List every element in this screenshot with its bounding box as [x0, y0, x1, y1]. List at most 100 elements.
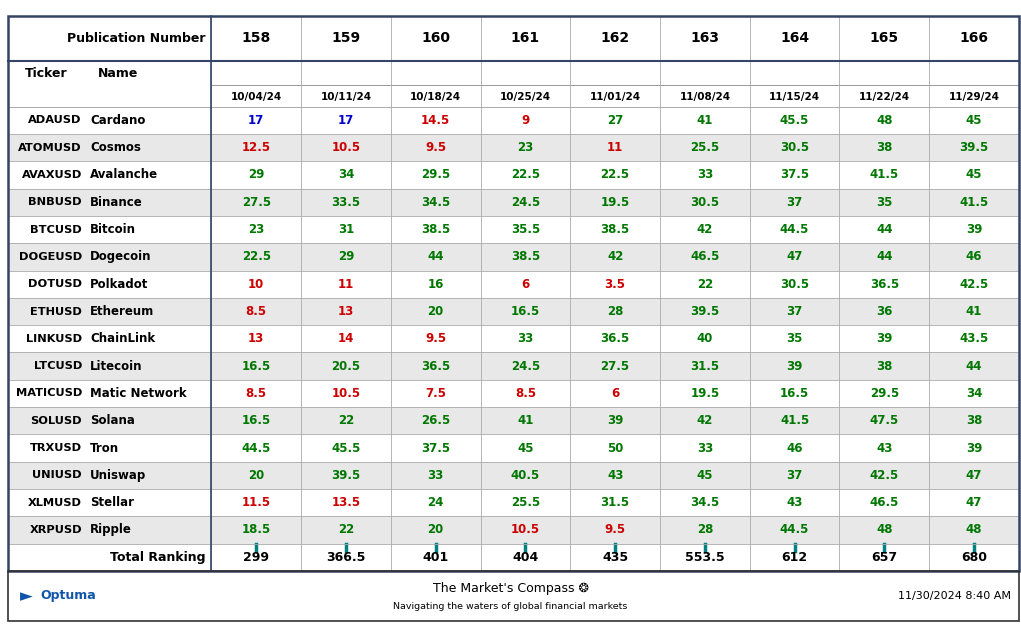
- Bar: [8, 516, 1019, 544]
- Text: LINKUSD: LINKUSD: [26, 334, 82, 344]
- Bar: [8, 298, 1019, 325]
- Text: 36.5: 36.5: [421, 359, 450, 373]
- Text: 44: 44: [428, 250, 444, 263]
- Text: 14.5: 14.5: [421, 114, 450, 127]
- Text: Ticker: Ticker: [26, 67, 67, 80]
- Text: 34.5: 34.5: [421, 196, 450, 209]
- Text: DOTUSD: DOTUSD: [28, 279, 82, 289]
- Text: 11/15/24: 11/15/24: [769, 92, 820, 102]
- Text: 41.5: 41.5: [870, 168, 898, 182]
- Text: 8.5: 8.5: [246, 387, 266, 400]
- Text: 11/22/24: 11/22/24: [859, 92, 910, 102]
- Bar: [8, 16, 1019, 61]
- Text: 7.5: 7.5: [425, 387, 446, 400]
- Text: 8.5: 8.5: [515, 387, 536, 400]
- Text: 34: 34: [966, 387, 982, 400]
- Text: 612: 612: [781, 551, 808, 564]
- Text: XLMUSD: XLMUSD: [28, 498, 82, 508]
- Text: 11: 11: [338, 278, 354, 291]
- Text: Tron: Tron: [90, 442, 119, 454]
- Text: 299: 299: [243, 551, 270, 564]
- Text: 19.5: 19.5: [690, 387, 720, 400]
- Text: 37: 37: [786, 305, 803, 318]
- Text: 39: 39: [876, 333, 892, 345]
- Text: 404: 404: [513, 551, 538, 564]
- Text: 45: 45: [966, 168, 982, 182]
- Text: 35: 35: [876, 196, 892, 209]
- Bar: [8, 134, 1019, 162]
- Bar: [8, 188, 1019, 216]
- Text: 20: 20: [428, 524, 444, 537]
- Text: 553.5: 553.5: [685, 551, 725, 564]
- Text: 435: 435: [602, 551, 628, 564]
- Text: 43: 43: [606, 469, 624, 482]
- Text: 11: 11: [607, 141, 623, 154]
- Text: 39: 39: [786, 359, 803, 373]
- Text: 46: 46: [966, 250, 982, 263]
- Text: DOGEUSD: DOGEUSD: [18, 252, 82, 262]
- Text: 6: 6: [522, 278, 530, 291]
- Text: 39: 39: [606, 414, 624, 427]
- Text: 10/18/24: 10/18/24: [410, 92, 461, 102]
- Bar: [8, 271, 1019, 298]
- Bar: [8, 61, 1019, 107]
- Text: 37: 37: [786, 196, 803, 209]
- Text: 42: 42: [696, 414, 713, 427]
- Text: 657: 657: [871, 551, 897, 564]
- Text: 45: 45: [966, 114, 982, 127]
- Text: Ripple: Ripple: [90, 524, 132, 537]
- Text: XRPUSD: XRPUSD: [30, 525, 82, 535]
- Text: 34: 34: [338, 168, 354, 182]
- Text: 401: 401: [423, 551, 449, 564]
- Text: 10.5: 10.5: [510, 524, 540, 537]
- Text: 16.5: 16.5: [242, 414, 271, 427]
- Text: 37.5: 37.5: [421, 442, 450, 454]
- Text: 39: 39: [966, 223, 982, 236]
- Text: 3.5: 3.5: [604, 278, 626, 291]
- Text: 9: 9: [522, 114, 530, 127]
- Text: 33: 33: [518, 333, 534, 345]
- Text: 16.5: 16.5: [780, 387, 810, 400]
- Bar: [8, 325, 1019, 353]
- Text: 36.5: 36.5: [870, 278, 898, 291]
- Text: Name: Name: [98, 67, 138, 80]
- Text: 33: 33: [428, 469, 444, 482]
- Text: 11/01/24: 11/01/24: [589, 92, 641, 102]
- Text: 38.5: 38.5: [421, 223, 450, 236]
- Text: ATOMUSD: ATOMUSD: [18, 143, 82, 153]
- Text: 162: 162: [600, 31, 630, 46]
- Text: 45: 45: [518, 442, 534, 454]
- Text: 33.5: 33.5: [332, 196, 360, 209]
- Text: 680: 680: [961, 551, 987, 564]
- Text: 29: 29: [338, 250, 354, 263]
- Text: 16.5: 16.5: [242, 359, 271, 373]
- Text: 22.5: 22.5: [510, 168, 540, 182]
- Text: 13.5: 13.5: [332, 496, 360, 509]
- Bar: [8, 407, 1019, 434]
- Text: 23: 23: [248, 223, 264, 236]
- Text: 10.5: 10.5: [332, 387, 360, 400]
- Text: 36.5: 36.5: [600, 333, 630, 345]
- Text: 23: 23: [518, 141, 534, 154]
- Text: Bitcoin: Bitcoin: [90, 223, 136, 236]
- Text: 42.5: 42.5: [870, 469, 898, 482]
- Text: 164: 164: [780, 31, 810, 46]
- Bar: [8, 380, 1019, 407]
- Text: 38: 38: [966, 414, 982, 427]
- Text: 158: 158: [242, 31, 271, 46]
- Text: Total Ranking: Total Ranking: [109, 551, 205, 564]
- Text: 22.5: 22.5: [600, 168, 630, 182]
- Text: MATICUSD: MATICUSD: [15, 389, 82, 399]
- Text: AVAXUSD: AVAXUSD: [21, 170, 82, 180]
- Text: 29.5: 29.5: [870, 387, 898, 400]
- Text: 366.5: 366.5: [327, 551, 366, 564]
- Text: 48: 48: [876, 114, 892, 127]
- Text: 40.5: 40.5: [510, 469, 540, 482]
- Text: TRXUSD: TRXUSD: [30, 443, 82, 453]
- Text: 33: 33: [696, 442, 713, 454]
- Text: Cardano: Cardano: [90, 114, 145, 127]
- Bar: [8, 216, 1019, 243]
- Text: 45.5: 45.5: [780, 114, 810, 127]
- Text: Cosmos: Cosmos: [90, 141, 141, 154]
- Text: 24: 24: [428, 496, 444, 509]
